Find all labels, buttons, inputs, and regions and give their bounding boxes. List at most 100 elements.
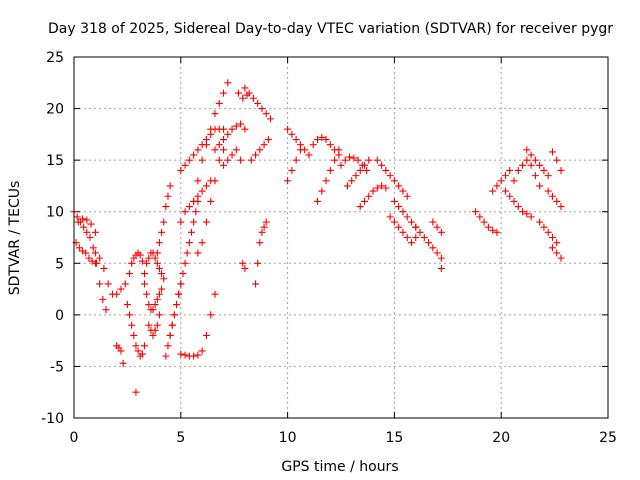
series-X [241, 84, 275, 123]
data-point [437, 254, 445, 262]
data-point [348, 177, 356, 185]
data-point [132, 342, 140, 350]
data-point [489, 226, 497, 234]
data-point [403, 234, 411, 241]
data-point [181, 351, 189, 359]
data-point [356, 203, 364, 211]
data-point [382, 184, 390, 192]
data-point [153, 321, 161, 329]
x-tick-label: 15 [385, 430, 403, 446]
data-point [256, 239, 264, 247]
data-point [523, 210, 531, 218]
data-point [395, 223, 403, 231]
data-point [536, 161, 544, 169]
data-point [493, 182, 501, 190]
y-tick-label: -5 [50, 359, 64, 375]
data-point [553, 249, 561, 257]
data-point [121, 280, 129, 288]
data-point [86, 234, 94, 241]
data-point [429, 244, 437, 252]
data-point [519, 161, 527, 169]
data-point [149, 331, 157, 339]
data-point [267, 115, 275, 123]
data-point [260, 141, 268, 149]
data-point [288, 166, 296, 174]
data-point [514, 166, 522, 174]
data-point [553, 239, 561, 247]
data-point [211, 110, 219, 118]
y-tick-label: -10 [41, 411, 64, 427]
series-AG [356, 182, 390, 211]
data-point [104, 280, 112, 288]
data-point [540, 166, 548, 174]
series-AC [309, 133, 343, 159]
data-point [510, 177, 518, 185]
series-AM [437, 264, 445, 272]
data-point [305, 151, 313, 159]
data-point [202, 182, 210, 190]
data-point [501, 187, 509, 195]
data-point [183, 249, 191, 257]
x-tick-label: 5 [176, 430, 185, 446]
data-point [166, 331, 174, 339]
data-point [166, 182, 174, 190]
data-point [553, 197, 561, 205]
series-AP [501, 187, 535, 221]
series-AD [314, 146, 343, 205]
data-point [237, 120, 245, 128]
data-point [158, 285, 166, 293]
data-point [425, 239, 433, 247]
data-point [262, 218, 270, 226]
data-point [288, 130, 296, 138]
data-point [158, 270, 166, 278]
data-point [130, 331, 138, 339]
data-point [177, 350, 185, 358]
data-point [211, 290, 219, 298]
data-point [365, 192, 373, 200]
data-point [149, 306, 157, 314]
data-point [198, 156, 206, 164]
series-AV [548, 244, 565, 262]
data-point [497, 177, 505, 185]
y-tick-label: 15 [46, 153, 64, 169]
series-AE [337, 153, 371, 174]
series-R [190, 79, 232, 205]
series-AN [472, 208, 501, 236]
data-point [390, 177, 398, 185]
data-point [117, 285, 125, 293]
data-point [258, 105, 266, 113]
data-point [202, 141, 210, 149]
data-point [185, 156, 193, 164]
series-AB [284, 146, 304, 185]
data-point [292, 136, 300, 144]
data-point [179, 270, 187, 278]
data-point [153, 249, 161, 257]
data-point [395, 203, 403, 211]
series-AL [429, 218, 445, 236]
data-point [407, 218, 415, 226]
data-point [132, 388, 140, 396]
data-point [96, 254, 104, 262]
data-point [527, 161, 535, 169]
data-point [190, 352, 198, 360]
data-point [262, 110, 270, 118]
series-D [91, 249, 129, 298]
data-point [322, 177, 330, 185]
data-point [181, 161, 189, 169]
data-points [70, 79, 565, 396]
data-point [187, 228, 195, 236]
series-J [143, 249, 168, 283]
data-point [173, 301, 181, 309]
data-point [318, 133, 326, 141]
data-point [331, 156, 339, 164]
series-H [132, 388, 140, 396]
data-point [252, 151, 260, 159]
data-point [194, 351, 202, 359]
series-W [239, 259, 249, 272]
data-point [194, 146, 202, 154]
data-point [164, 342, 172, 350]
data-point [73, 213, 81, 221]
data-point [510, 197, 518, 205]
x-tick-label: 25 [599, 430, 617, 446]
